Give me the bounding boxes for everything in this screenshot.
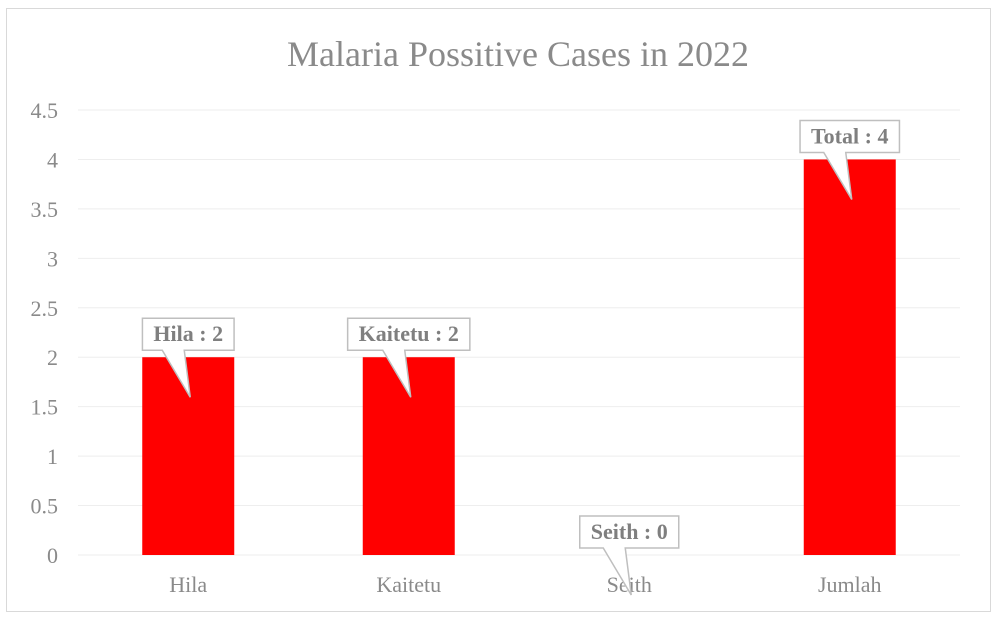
y-tick-label: 4 — [47, 147, 58, 172]
x-tick-label: Kaitetu — [376, 572, 441, 597]
y-tick-label: 1 — [47, 444, 58, 469]
chart-title: Malaria Possitive Cases in 2022 — [287, 34, 749, 74]
data-label: Hila : 2 — [141, 317, 235, 398]
data-label-box — [141, 317, 235, 398]
y-tick-label: 0 — [47, 543, 58, 568]
data-label-box — [579, 515, 680, 596]
y-tick-label: 2 — [47, 345, 58, 370]
y-axis-ticks: 0 0.5 1 1.5 2 2.5 3 3.5 4 4.5 — [31, 98, 59, 568]
y-tick-label: 0.5 — [31, 494, 59, 519]
data-label: Total : 4 — [799, 119, 901, 200]
bar — [803, 159, 896, 555]
data-label-text: Hila : 2 — [153, 321, 223, 346]
y-tick-label: 2.5 — [31, 296, 59, 321]
data-label-text: Kaitetu : 2 — [359, 321, 459, 346]
data-label-box — [799, 119, 901, 200]
x-axis-ticks: HilaKaitetuSeithJumlah — [169, 572, 881, 597]
data-label-text: Seith : 0 — [591, 519, 668, 544]
data-label-text: Total : 4 — [811, 123, 888, 148]
data-label: Seith : 0 — [579, 515, 680, 596]
y-tick-label: 3 — [47, 246, 58, 271]
y-tick-label: 4.5 — [31, 98, 59, 123]
bars — [142, 159, 896, 555]
y-tick-label: 1.5 — [31, 395, 59, 420]
y-tick-label: 3.5 — [31, 197, 59, 222]
data-label-box — [346, 317, 471, 398]
data-label: Kaitetu : 2 — [346, 317, 471, 398]
x-tick-label: Hila — [169, 572, 207, 597]
data-label-callouts: Hila : 2 Kaitetu : 2 Seith : 0 Total : 4 — [141, 119, 901, 596]
x-tick-label: Jumlah — [818, 572, 882, 597]
